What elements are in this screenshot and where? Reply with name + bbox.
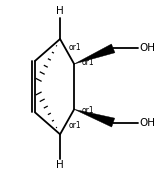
Text: or1: or1	[69, 121, 81, 130]
Text: or1: or1	[81, 106, 94, 115]
Polygon shape	[74, 44, 115, 64]
Text: or1: or1	[69, 43, 81, 52]
Text: H: H	[56, 160, 64, 170]
Polygon shape	[74, 109, 115, 127]
Text: OH: OH	[140, 43, 156, 53]
Text: OH: OH	[140, 118, 156, 128]
Text: or1: or1	[81, 58, 94, 67]
Text: H: H	[56, 6, 64, 16]
